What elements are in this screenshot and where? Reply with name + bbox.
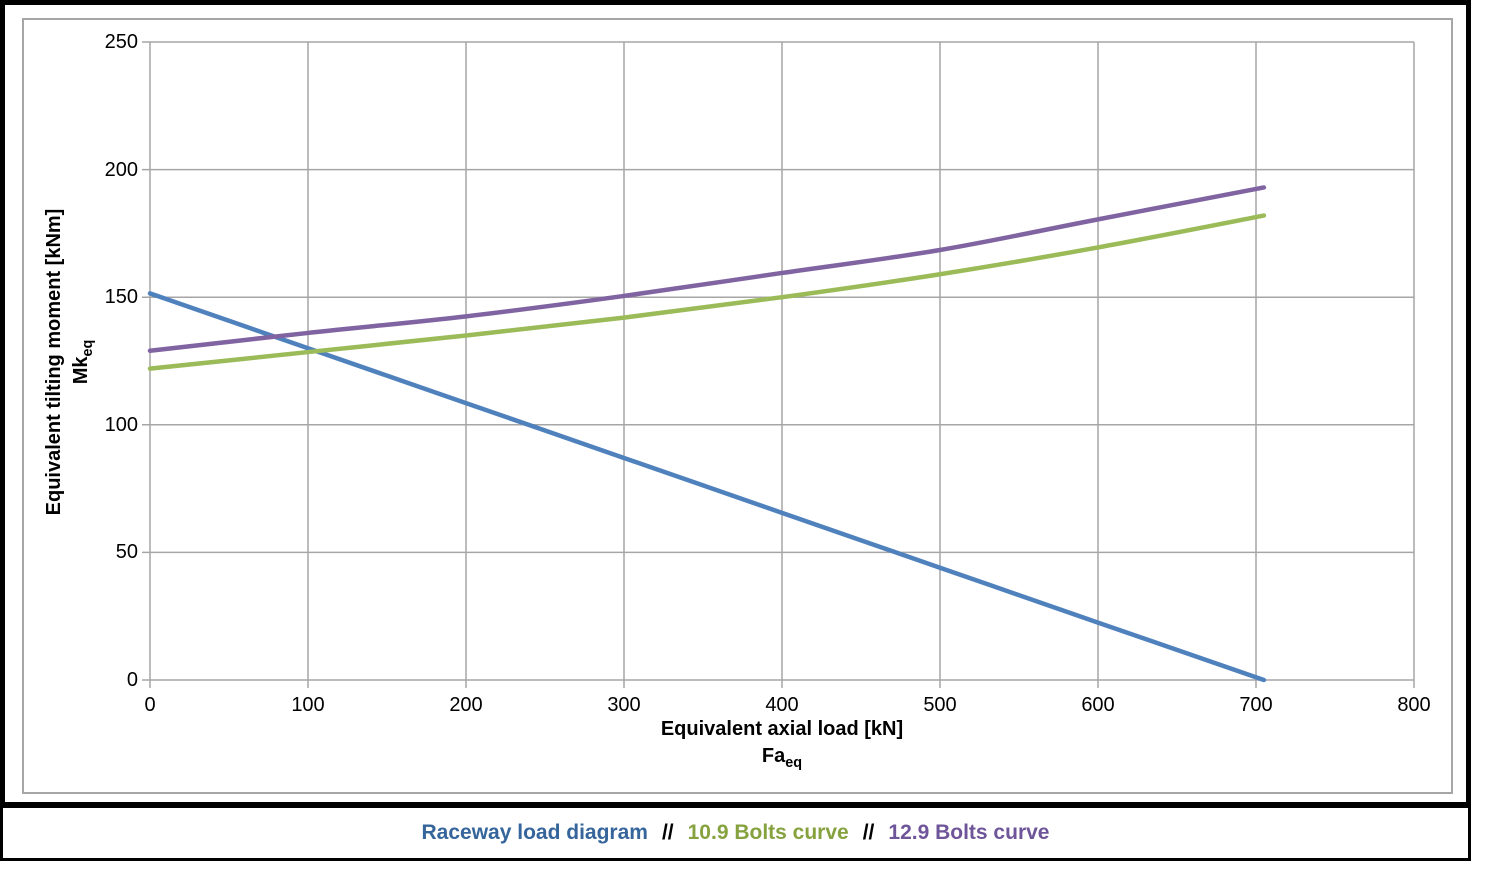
legend-separator: // (661, 821, 674, 844)
x-tick-label: 100 (291, 694, 325, 716)
y-axis-symbol-subscript: eq (80, 339, 96, 357)
x-axis-symbol: Faeq (761, 745, 803, 771)
series-curve-1 (147, 213, 1267, 371)
x-tick-label: 0 (144, 694, 156, 716)
y-tick-label: 50 (115, 541, 138, 564)
y-tick-label: 100 (104, 413, 138, 436)
y-axis-title: Equivalent tilting moment [kNm] Mkeq (41, 42, 96, 682)
x-tick-label: 200 (449, 694, 483, 716)
y-tick-label: 250 (104, 31, 138, 53)
x-tick-label: 500 (923, 694, 957, 716)
x-tick-label: 700 (1239, 694, 1273, 716)
x-axis-symbol-subscript: eq (785, 755, 803, 771)
x-tick-label: 800 (1397, 694, 1431, 716)
series-curve-2 (147, 185, 1267, 354)
x-axis-title: Equivalent axial load [kN] Faeq (150, 716, 1414, 777)
legend-box: Raceway load diagram // 10.9 Bolts curve… (0, 802, 1471, 861)
y-axis-title-text: Equivalent tilting moment [kNm] (43, 208, 65, 516)
x-tick-label: 300 (607, 694, 641, 716)
y-tick-label: 200 (104, 158, 138, 181)
x-tick-label: 600 (1081, 694, 1115, 716)
legend-separator: // (862, 821, 875, 844)
series-curve-0 (147, 291, 1267, 683)
y-axis-symbol: Mkeq (70, 339, 96, 385)
x-tick-label: 400 (765, 694, 799, 716)
y-tick-label: 150 (104, 286, 138, 309)
x-axis-title-text: Equivalent axial load [kN] (660, 718, 904, 740)
legend-item-10-9-bolts: 10.9 Bolts curve (687, 821, 849, 844)
legend-item-raceway: Raceway load diagram (421, 821, 648, 844)
y-tick-label: 0 (126, 669, 138, 691)
legend-item-12-9-bolts: 12.9 Bolts curve (888, 821, 1050, 844)
